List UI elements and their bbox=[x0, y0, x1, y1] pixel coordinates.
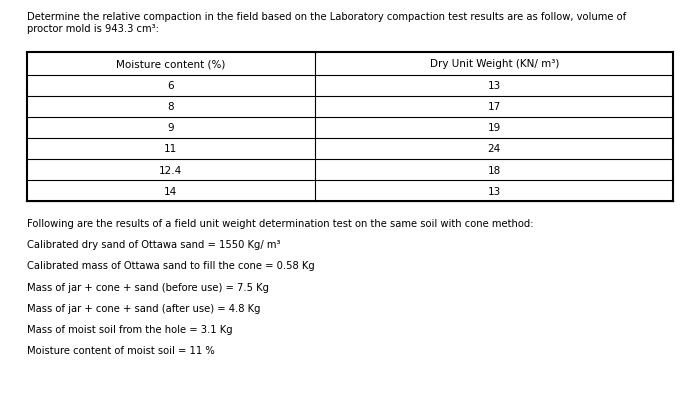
Text: Mass of jar + cone + sand (after use) = 4.8 Kg: Mass of jar + cone + sand (after use) = … bbox=[27, 303, 260, 313]
Text: 18: 18 bbox=[488, 165, 500, 175]
Text: 6: 6 bbox=[167, 81, 174, 91]
Text: 12.4: 12.4 bbox=[159, 165, 183, 175]
Text: Calibrated mass of Ottawa sand to fill the cone = 0.58 Kg: Calibrated mass of Ottawa sand to fill t… bbox=[27, 261, 314, 271]
Text: 9: 9 bbox=[167, 123, 174, 133]
Text: 11: 11 bbox=[164, 144, 177, 154]
Text: Moisture content of moist soil = 11 %: Moisture content of moist soil = 11 % bbox=[27, 345, 214, 355]
Text: proctor mold is 943.3 cm³:: proctor mold is 943.3 cm³: bbox=[27, 24, 158, 34]
Text: 13: 13 bbox=[488, 186, 500, 196]
Text: Mass of jar + cone + sand (before use) = 7.5 Kg: Mass of jar + cone + sand (before use) =… bbox=[27, 282, 269, 292]
Text: Determine the relative compaction in the field based on the Laboratory compactio: Determine the relative compaction in the… bbox=[27, 12, 626, 22]
Text: 14: 14 bbox=[164, 186, 177, 196]
Text: Calibrated dry sand of Ottawa sand = 1550 Kg/ m³: Calibrated dry sand of Ottawa sand = 155… bbox=[27, 240, 280, 250]
Text: 24: 24 bbox=[488, 144, 500, 154]
Text: 8: 8 bbox=[167, 102, 174, 112]
Text: 17: 17 bbox=[488, 102, 500, 112]
Text: Mass of moist soil from the hole = 3.1 Kg: Mass of moist soil from the hole = 3.1 K… bbox=[27, 324, 232, 334]
Text: 19: 19 bbox=[488, 123, 500, 133]
Text: Moisture content (%): Moisture content (%) bbox=[116, 59, 225, 69]
Text: Following are the results of a field unit weight determination test on the same : Following are the results of a field uni… bbox=[27, 219, 533, 229]
Text: Dry Unit Weight (KN/ m³): Dry Unit Weight (KN/ m³) bbox=[430, 59, 559, 69]
Text: 13: 13 bbox=[488, 81, 500, 91]
